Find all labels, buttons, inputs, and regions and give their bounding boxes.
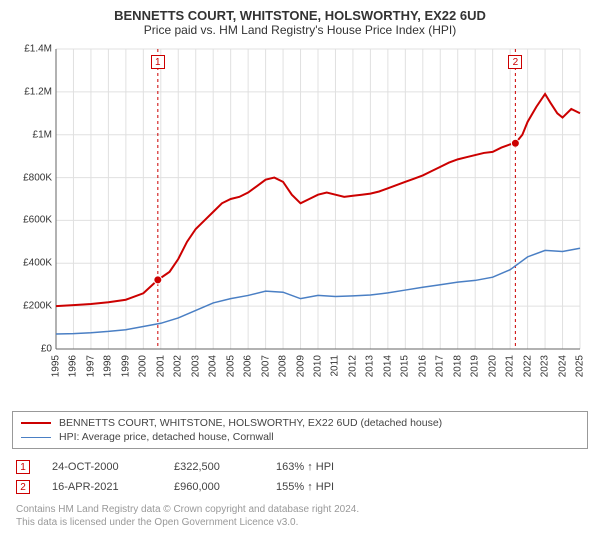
x-tick-label: 1995 bbox=[51, 355, 62, 377]
transaction-marker-small: 1 bbox=[16, 460, 30, 474]
x-tick-label: 2003 bbox=[190, 355, 201, 377]
transaction-row: 2 16-APR-2021 £960,000 155% ↑ HPI bbox=[12, 477, 588, 497]
y-tick-label: £400K bbox=[12, 258, 52, 269]
x-tick-label: 2017 bbox=[435, 355, 446, 377]
transaction-marker: 1 bbox=[151, 55, 165, 69]
x-tick-label: 1998 bbox=[103, 355, 114, 377]
x-tick-label: 2007 bbox=[260, 355, 271, 377]
transaction-marker-small: 2 bbox=[16, 480, 30, 494]
transaction-pct: 155% ↑ HPI bbox=[276, 481, 366, 493]
legend-label: BENNETTS COURT, WHITSTONE, HOLSWORTHY, E… bbox=[59, 417, 442, 429]
x-tick-label: 2025 bbox=[575, 355, 586, 377]
x-tick-label: 2023 bbox=[540, 355, 551, 377]
legend-label: HPI: Average price, detached house, Corn… bbox=[59, 431, 274, 443]
transaction-date: 24-OCT-2000 bbox=[52, 461, 152, 473]
x-tick-label: 2001 bbox=[155, 355, 166, 377]
x-tick-label: 2013 bbox=[365, 355, 376, 377]
transaction-price: £960,000 bbox=[174, 481, 254, 493]
x-tick-label: 2020 bbox=[487, 355, 498, 377]
footnote-line: Contains HM Land Registry data © Crown c… bbox=[16, 503, 584, 516]
y-tick-label: £1M bbox=[12, 129, 52, 140]
footnote-line: This data is licensed under the Open Gov… bbox=[16, 516, 584, 529]
x-tick-label: 2015 bbox=[400, 355, 411, 377]
chart-svg bbox=[12, 43, 588, 403]
page-subtitle: Price paid vs. HM Land Registry's House … bbox=[12, 23, 588, 37]
y-tick-label: £0 bbox=[12, 344, 52, 355]
x-tick-label: 2008 bbox=[278, 355, 289, 377]
x-tick-label: 2022 bbox=[522, 355, 533, 377]
y-tick-label: £1.4M bbox=[12, 44, 52, 55]
legend-row: BENNETTS COURT, WHITSTONE, HOLSWORTHY, E… bbox=[21, 416, 579, 430]
transaction-marker: 2 bbox=[508, 55, 522, 69]
legend-swatch bbox=[21, 422, 51, 424]
x-tick-label: 2018 bbox=[452, 355, 463, 377]
x-tick-label: 2010 bbox=[313, 355, 324, 377]
transaction-pct: 163% ↑ HPI bbox=[276, 461, 366, 473]
x-tick-label: 2012 bbox=[347, 355, 358, 377]
y-tick-label: £800K bbox=[12, 172, 52, 183]
x-tick-label: 2004 bbox=[208, 355, 219, 377]
chart-legend: BENNETTS COURT, WHITSTONE, HOLSWORTHY, E… bbox=[12, 411, 588, 449]
x-tick-label: 2011 bbox=[330, 355, 341, 377]
x-tick-label: 2014 bbox=[382, 355, 393, 377]
x-tick-label: 2005 bbox=[225, 355, 236, 377]
legend-swatch bbox=[21, 437, 51, 438]
x-tick-label: 2000 bbox=[138, 355, 149, 377]
x-tick-label: 2016 bbox=[417, 355, 428, 377]
y-tick-label: £1.2M bbox=[12, 86, 52, 97]
y-tick-label: £600K bbox=[12, 215, 52, 226]
x-tick-label: 2006 bbox=[243, 355, 254, 377]
page-title: BENNETTS COURT, WHITSTONE, HOLSWORTHY, E… bbox=[12, 8, 588, 23]
y-tick-label: £200K bbox=[12, 301, 52, 312]
transaction-row: 1 24-OCT-2000 £322,500 163% ↑ HPI bbox=[12, 457, 588, 477]
x-tick-label: 2009 bbox=[295, 355, 306, 377]
transaction-price: £322,500 bbox=[174, 461, 254, 473]
price-chart: £0 £200K £400K £600K £800K £1M £1.2M £1.4M 1995 1… bbox=[12, 43, 588, 403]
x-tick-label: 2002 bbox=[173, 355, 184, 377]
x-tick-label: 1999 bbox=[120, 355, 131, 377]
x-tick-label: 1996 bbox=[68, 355, 79, 377]
transactions-table: 1 24-OCT-2000 £322,500 163% ↑ HPI 2 16-APR-20… bbox=[12, 457, 588, 497]
footnote: Contains HM Land Registry data © Crown c… bbox=[12, 503, 588, 529]
x-tick-label: 2021 bbox=[505, 355, 516, 377]
x-tick-label: 2024 bbox=[557, 355, 568, 377]
transaction-date: 16-APR-2021 bbox=[52, 481, 152, 493]
legend-row: HPI: Average price, detached house, Corn… bbox=[21, 430, 579, 444]
x-tick-label: 2019 bbox=[470, 355, 481, 377]
x-tick-label: 1997 bbox=[85, 355, 96, 377]
